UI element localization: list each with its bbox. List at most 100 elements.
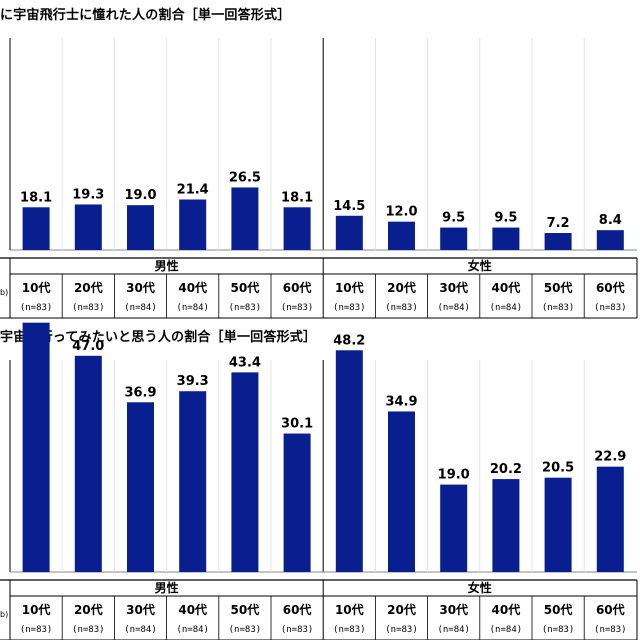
tick-label: 40代 — [178, 602, 207, 617]
sample-size-label: (n=83) — [542, 625, 575, 635]
sample-size-label: (n=83) — [20, 303, 53, 313]
tick-label: 20代 — [74, 280, 103, 295]
data-label: 7.2 — [547, 216, 570, 231]
sample-size-label: (n=83) — [333, 625, 366, 635]
data-label: 8.4 — [599, 213, 622, 228]
sample-size-label: (n=83) — [281, 303, 314, 313]
tick-label: 60代 — [283, 280, 312, 295]
data-label: 18.1 — [20, 190, 52, 205]
tick-label: 40代 — [178, 280, 207, 295]
group-label: 女性 — [468, 258, 492, 273]
data-label: 26.5 — [229, 170, 261, 185]
bar — [492, 479, 520, 572]
tick-label: 60代 — [596, 602, 625, 617]
bar — [596, 466, 624, 572]
sample-size-label: (n=83) — [594, 303, 627, 313]
bar — [127, 205, 154, 250]
group-label: 男性 — [155, 258, 179, 273]
tick-label: 50代 — [544, 280, 573, 295]
tick-label: 50代 — [231, 280, 260, 295]
bar — [22, 322, 50, 572]
bar — [127, 402, 154, 572]
sample-size-label: (n=84) — [490, 625, 523, 635]
chart-title: に宇宙飛行士に憧れた人の割合［単一回答形式］ — [0, 8, 291, 23]
tick-label: 40代 — [492, 602, 521, 617]
data-label: 48.2 — [333, 333, 365, 348]
sample-size-label: (n=84) — [437, 303, 470, 313]
sample-size-label: (n=84) — [176, 625, 209, 635]
chart-panel-want-to-go-space: 宇宙に行ってみたいと思う人の割合［単一回答形式］ 54.247.036.939.… — [0, 322, 640, 640]
bar — [388, 221, 415, 250]
data-label: 34.9 — [385, 394, 417, 409]
sample-size-label: (n=83) — [229, 625, 262, 635]
sample-size-label: (n=84) — [124, 625, 157, 635]
bar — [231, 187, 259, 250]
bar — [440, 484, 468, 572]
tick-label: 30代 — [126, 280, 155, 295]
sample-size-label: (n=84) — [490, 303, 523, 313]
tick-label: 10代 — [22, 280, 51, 295]
data-label: 19.0 — [438, 468, 470, 483]
bar — [544, 477, 572, 572]
tick-label: 20代 — [387, 602, 416, 617]
sample-size-label: (n=84) — [124, 303, 157, 313]
bar — [231, 372, 259, 572]
sample-size-label: (n=83) — [72, 303, 105, 313]
data-label: 21.4 — [177, 182, 209, 197]
sample-size-label: (n=83) — [72, 625, 105, 635]
tick-label: 30代 — [126, 602, 155, 617]
tick-label: 60代 — [596, 280, 625, 295]
group-label: 男性 — [155, 580, 179, 595]
data-label: 20.2 — [490, 462, 522, 477]
data-label: 36.9 — [124, 385, 156, 400]
data-label: 20.5 — [542, 461, 574, 476]
data-label: 19.0 — [124, 188, 156, 203]
bar — [492, 227, 520, 250]
row-header-fragment: b) — [0, 610, 8, 619]
sample-size-label: (n=84) — [437, 625, 470, 635]
data-label: 43.4 — [229, 355, 261, 370]
bar — [544, 233, 572, 250]
sample-size-label: (n=83) — [385, 303, 418, 313]
tick-label: 30代 — [439, 280, 468, 295]
bar — [596, 230, 624, 250]
bar — [440, 227, 468, 250]
chart-title: 宇宙に行ってみたいと思う人の割合［単一回答形式］ — [0, 330, 317, 345]
group-label: 女性 — [468, 580, 492, 595]
tick-label: 10代 — [22, 602, 51, 617]
bar — [74, 355, 102, 572]
sample-size-label: (n=83) — [281, 625, 314, 635]
data-label: 39.3 — [177, 374, 209, 389]
tick-label: 50代 — [231, 602, 260, 617]
data-label: 14.5 — [333, 199, 365, 214]
bar — [283, 207, 311, 250]
bar — [22, 207, 50, 250]
bar — [179, 199, 207, 250]
sample-size-label: (n=84) — [176, 303, 209, 313]
data-label: 19.3 — [72, 187, 104, 202]
data-label: 9.5 — [494, 211, 517, 226]
tick-label: 20代 — [387, 280, 416, 295]
bar — [388, 411, 415, 572]
bar — [74, 204, 102, 250]
data-label: 9.5 — [442, 211, 465, 226]
tick-label: 20代 — [74, 602, 103, 617]
data-label: 47.0 — [72, 339, 104, 354]
tick-label: 30代 — [439, 602, 468, 617]
data-label: 22.9 — [594, 450, 626, 465]
bar — [283, 433, 311, 572]
sample-size-label: (n=83) — [594, 625, 627, 635]
tick-label: 10代 — [335, 602, 364, 617]
tick-label: 50代 — [544, 602, 573, 617]
sample-size-label: (n=83) — [542, 303, 575, 313]
data-label: 30.1 — [281, 417, 313, 432]
sample-size-label: (n=83) — [333, 303, 366, 313]
tick-label: 40代 — [492, 280, 521, 295]
row-header-fragment: b) — [0, 288, 8, 297]
bar-chart: 18.1 19.3 19.0 21.4 26.5 18.1 14.5 12.0 9.5 9.5 7.… — [0, 38, 638, 319]
sample-size-label: (n=83) — [20, 625, 53, 635]
bar — [179, 391, 207, 572]
bar-chart: 54.247.036.939.343.430.148.234.919.020.2… — [0, 322, 638, 640]
data-label: 18.1 — [281, 190, 313, 205]
tick-label: 10代 — [335, 280, 364, 295]
